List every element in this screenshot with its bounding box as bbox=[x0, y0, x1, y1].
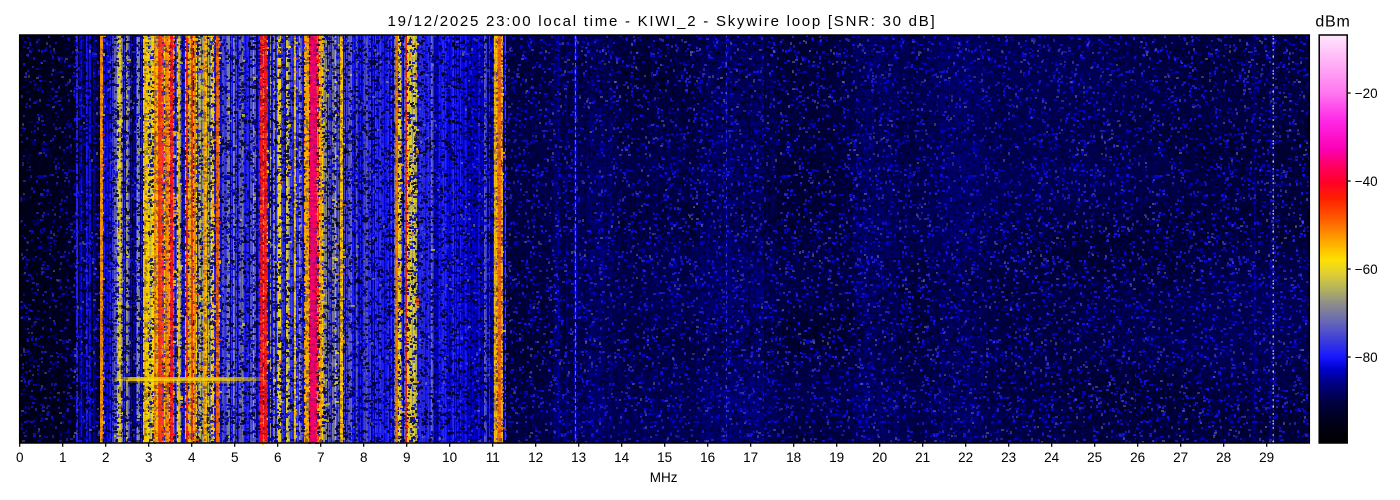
svg-text:25: 25 bbox=[1087, 450, 1102, 465]
svg-text:20: 20 bbox=[872, 450, 887, 465]
svg-text:8: 8 bbox=[360, 450, 368, 465]
svg-text:4: 4 bbox=[188, 450, 196, 465]
svg-text:2: 2 bbox=[102, 450, 110, 465]
svg-text:0: 0 bbox=[16, 450, 24, 465]
svg-text:6: 6 bbox=[274, 450, 282, 465]
svg-text:24: 24 bbox=[1044, 450, 1060, 465]
svg-text:19/12/2025 23:00 local time -: 19/12/2025 23:00 local time - KIWI_2 - S… bbox=[388, 13, 937, 30]
svg-text:−60: −60 bbox=[1355, 262, 1378, 277]
svg-text:14: 14 bbox=[614, 450, 630, 465]
svg-text:27: 27 bbox=[1173, 450, 1188, 465]
svg-text:3: 3 bbox=[145, 450, 153, 465]
svg-text:12: 12 bbox=[528, 450, 543, 465]
svg-text:23: 23 bbox=[1001, 450, 1016, 465]
svg-text:26: 26 bbox=[1130, 450, 1145, 465]
svg-text:16: 16 bbox=[700, 450, 715, 465]
svg-text:−80: −80 bbox=[1355, 350, 1378, 365]
svg-text:19: 19 bbox=[829, 450, 844, 465]
svg-text:−20: −20 bbox=[1355, 86, 1378, 101]
svg-text:29: 29 bbox=[1259, 450, 1274, 465]
svg-text:dBm: dBm bbox=[1315, 14, 1350, 31]
svg-text:9: 9 bbox=[403, 450, 411, 465]
svg-text:17: 17 bbox=[743, 450, 758, 465]
svg-text:5: 5 bbox=[231, 450, 239, 465]
svg-text:28: 28 bbox=[1216, 450, 1231, 465]
svg-text:MHz: MHz bbox=[650, 470, 678, 485]
svg-text:21: 21 bbox=[915, 450, 930, 465]
svg-text:13: 13 bbox=[571, 450, 586, 465]
svg-text:10: 10 bbox=[442, 450, 457, 465]
svg-text:18: 18 bbox=[786, 450, 801, 465]
svg-text:15: 15 bbox=[657, 450, 672, 465]
svg-text:−40: −40 bbox=[1355, 174, 1378, 189]
svg-text:7: 7 bbox=[317, 450, 325, 465]
svg-text:22: 22 bbox=[958, 450, 973, 465]
svg-text:1: 1 bbox=[59, 450, 67, 465]
svg-text:11: 11 bbox=[486, 450, 500, 465]
